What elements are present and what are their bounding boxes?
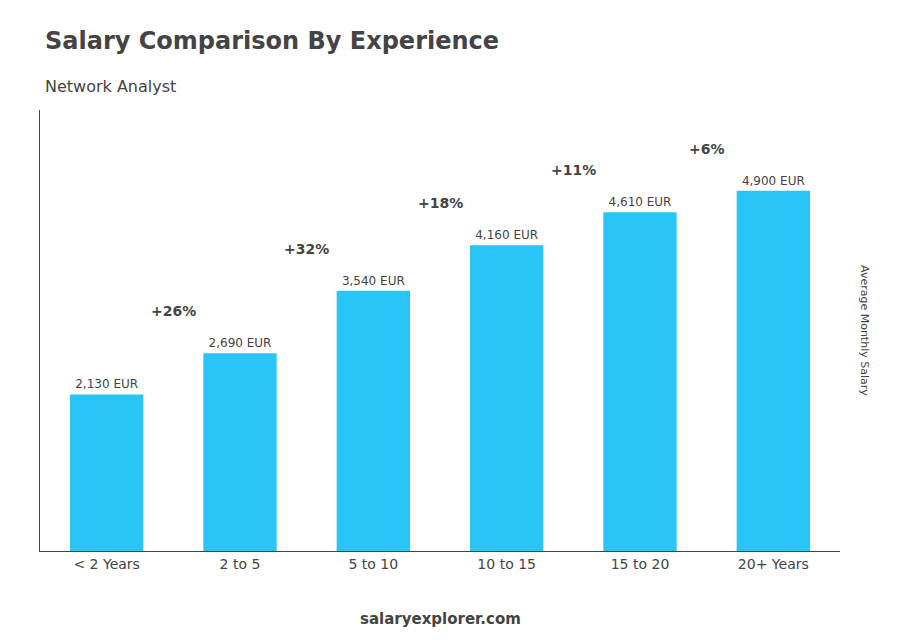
svg-text:+26%: +26%: [151, 303, 196, 319]
svg-text:3,540 EUR: 3,540 EUR: [342, 274, 405, 288]
svg-text:15 to 20: 15 to 20: [611, 556, 670, 572]
svg-text:+11%: +11%: [551, 162, 596, 178]
svg-text:20+ Years: 20+ Years: [738, 556, 809, 572]
svg-text:5 to 10: 5 to 10: [348, 556, 398, 572]
svg-text:salaryexplorer.com: salaryexplorer.com: [360, 610, 521, 628]
svg-text:10 to 15: 10 to 15: [477, 556, 536, 572]
svg-text:4,610 EUR: 4,610 EUR: [609, 195, 672, 209]
svg-text:+6%: +6%: [689, 141, 725, 157]
svg-text:2,690 EUR: 2,690 EUR: [209, 336, 272, 350]
svg-text:+32%: +32%: [284, 241, 329, 257]
svg-text:Salary Comparison By Experienc: Salary Comparison By Experience: [45, 27, 499, 55]
svg-text:2,130 EUR: 2,130 EUR: [75, 377, 138, 391]
svg-text:+18%: +18%: [418, 195, 463, 211]
svg-text:Network Analyst: Network Analyst: [45, 77, 176, 96]
svg-text:Average Monthly Salary: Average Monthly Salary: [858, 265, 871, 396]
svg-text:< 2 Years: < 2 Years: [73, 556, 139, 572]
svg-text:2 to 5: 2 to 5: [220, 556, 261, 572]
svg-text:4,160 EUR: 4,160 EUR: [475, 228, 538, 242]
svg-text:4,900 EUR: 4,900 EUR: [742, 174, 805, 188]
